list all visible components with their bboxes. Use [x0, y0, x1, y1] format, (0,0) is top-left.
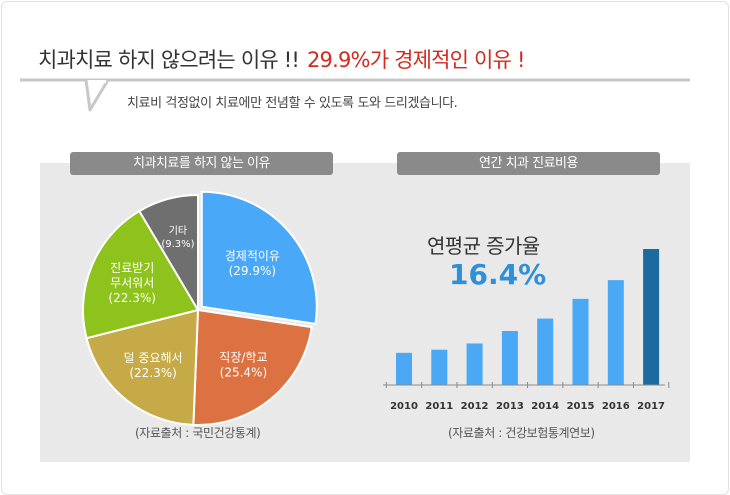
x-tick-label: 2013 [496, 401, 524, 412]
bar [537, 318, 554, 385]
title-main: 치과치료 하지 않으려는 이유 !! [38, 48, 300, 72]
pie-slice [82, 209, 200, 340]
pie-chart-title: 치과치료를 하지 않는 이유 [70, 152, 333, 175]
x-tick-label: 2015 [567, 401, 595, 412]
pie-slice [85, 308, 200, 426]
page-subtitle: 치료비 걱정없이 치료에만 전념할 수 있도록 도와 드리겠습니다. [127, 96, 458, 111]
pie-slice-label: (22.3%) [129, 366, 176, 380]
pie-slice-label: 진료받기 [110, 261, 154, 275]
pie-slice-label: (25.4%) [220, 366, 267, 380]
bar [607, 280, 624, 385]
bar-chart-title: 연간 치과 진료비용 [397, 152, 660, 175]
bar [431, 349, 448, 385]
title-highlight: 29.9%가 경제적인 이유 ! [306, 48, 525, 72]
pie-slice-label: 기타 [169, 225, 187, 237]
x-tick-label: 2014 [531, 401, 559, 412]
x-tick-label: 2010 [390, 401, 418, 412]
bar [501, 331, 518, 385]
bar [396, 352, 412, 385]
bar-source: (자료출처 : 건강보험통계연보) [448, 426, 595, 440]
pie-slice-label: (22.3%) [108, 291, 155, 305]
x-tick-label: 2017 [637, 401, 665, 412]
pie-slice [137, 193, 199, 314]
growth-label: 연평균 증가율 [427, 234, 540, 258]
x-tick-label: 2011 [425, 401, 453, 412]
growth-value: 16.4% [449, 258, 547, 291]
pie-slice-label: 덜 중요해서 [124, 351, 183, 365]
pie-slice [200, 190, 318, 326]
bar [466, 343, 483, 385]
bar [572, 298, 589, 385]
pie-source: (자료출처 : 국민건강통계) [135, 426, 261, 440]
x-tick-label: 2012 [461, 401, 489, 412]
pie-slice-label: 직장/학교 [219, 351, 267, 365]
page-title: 치과치료 하지 않으려는 이유 !! 29.9%가 경제적인 이유 ! [38, 44, 525, 74]
pie-slice-label: 무서워서 [110, 276, 154, 290]
pie-slice-label: (29.9%) [229, 264, 276, 278]
bar [643, 249, 660, 385]
pie-slice-label: 경제적이유 [225, 249, 280, 263]
x-tick-label: 2016 [602, 401, 630, 412]
pie-slice-label: (9.3%) [161, 239, 194, 250]
pie-slice [192, 308, 313, 426]
